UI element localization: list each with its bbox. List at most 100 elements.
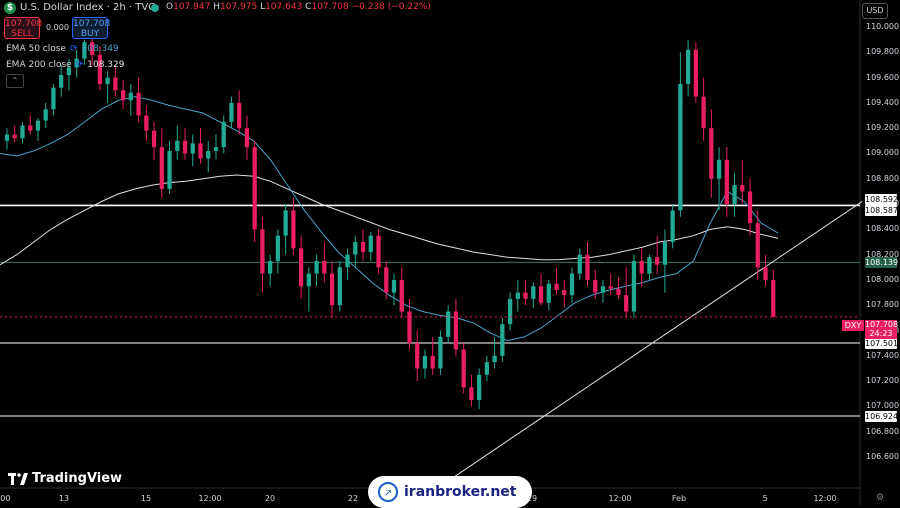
candle-body [51, 87, 56, 110]
candle-body [213, 147, 219, 151]
sell-label: SELL [11, 29, 33, 39]
close-value: 107.708 [311, 2, 349, 12]
candle-body [538, 286, 544, 303]
time-tick-label: 15 [140, 494, 152, 503]
candle-body [229, 102, 234, 122]
ema50-line [0, 96, 779, 342]
candle-body [492, 355, 497, 363]
candle-body [484, 362, 490, 375]
candle-body [546, 283, 551, 303]
level-price-label: 108.592 [865, 194, 899, 206]
candle-body [507, 298, 513, 325]
candle-body [35, 120, 41, 131]
time-tick-label: 12:00 [813, 494, 837, 503]
candle-body [4, 134, 10, 141]
price-tick-label: 107.800 [866, 300, 900, 310]
change-value: −0.238 (−0.22%) [351, 2, 431, 12]
level-price-label: 108.587 [865, 204, 899, 216]
candle-body [771, 279, 776, 317]
candle-body [144, 115, 149, 131]
candle-body [670, 210, 675, 242]
candle-body [306, 273, 311, 287]
indicator-name: EMA 200 close [6, 60, 72, 70]
time-tick-label: 13 [58, 494, 70, 503]
candle-body [237, 102, 242, 129]
open-value: 107.947 [173, 2, 211, 12]
candle-body [662, 242, 668, 265]
time-tick-label: 12:00 [198, 494, 222, 503]
candle-body [701, 96, 706, 129]
indicator-ema200[interactable]: EMA 200 close ⟳ 108.329 [6, 60, 124, 70]
candle-body [175, 140, 180, 151]
candle-body [159, 147, 164, 189]
candle-body [268, 260, 273, 274]
time-tick-label: 5 [762, 494, 768, 503]
candle-body [391, 279, 397, 293]
price-tick-label: 107.000 [866, 401, 900, 411]
price-tick-label: 110.000 [866, 22, 900, 31]
candle-body [631, 260, 637, 312]
growth-chart-icon: ↗ [378, 482, 398, 502]
high-label: H [213, 2, 220, 12]
time-tick-label: 20 [264, 494, 276, 503]
price-tick-label: 108.400 [866, 224, 900, 234]
buy-button[interactable]: 107.708 BUY [72, 17, 111, 39]
candle-body [639, 260, 644, 274]
candle-body [322, 260, 327, 274]
candle-body [624, 295, 629, 312]
sell-button[interactable]: 107.708 SELL [4, 17, 42, 39]
price-tick-label: 106.800 [866, 426, 900, 436]
time-tick-label: :00 [0, 494, 11, 503]
price-tick-label: 109.000 [866, 148, 900, 158]
price-tick-label: 107.200 [866, 376, 900, 386]
candle-body [368, 235, 373, 253]
candle-body [376, 235, 381, 268]
candle-body [136, 92, 141, 116]
candle-body [415, 343, 420, 369]
market-open-indicator [151, 4, 159, 12]
collapse-indicators-icon[interactable]: ⌃ [6, 74, 24, 88]
candle-body [97, 54, 103, 84]
candle-body [120, 90, 126, 101]
candle-body [345, 254, 350, 268]
candle-body [763, 267, 768, 280]
ticker-tag: DXY [842, 320, 864, 331]
candle-body [275, 235, 281, 261]
candle-body [593, 279, 598, 293]
candle-body [105, 77, 110, 84]
candle-body [244, 128, 250, 148]
candle-body [337, 267, 342, 306]
candle-body [360, 242, 366, 253]
indicator-ema50[interactable]: EMA 50 close ⟳ 108.349 [6, 44, 119, 54]
close-label: C [305, 2, 312, 12]
currency-button[interactable]: USD [862, 3, 888, 19]
candle-body [384, 267, 389, 293]
time-tick-label: 29 [526, 494, 538, 503]
candle-body [732, 185, 737, 205]
candle-body [399, 279, 404, 312]
loading-icon: ⟳ [69, 44, 78, 54]
indicator-value: 108.349 [81, 44, 119, 54]
candle-body [453, 311, 459, 350]
candle-body [740, 185, 745, 192]
symbol-title[interactable]: U.S. Dollar Index · 2h · TVC [20, 2, 156, 13]
settings-icon[interactable]: ⚙ [876, 493, 885, 503]
candle-body [298, 248, 304, 287]
buy-price: 107.708 [73, 19, 111, 29]
candle-body [151, 130, 157, 148]
price-tick-label: 109.200 [866, 123, 900, 133]
candle-body [198, 143, 203, 159]
candle-body [190, 143, 195, 154]
candle-body [693, 49, 698, 97]
candle-body [407, 311, 412, 344]
indicator-value: 108.329 [87, 60, 125, 70]
iranbroker-watermark: ↗ iranbroker.net [368, 476, 532, 508]
candle-body [523, 292, 528, 299]
candle-body [500, 324, 505, 356]
price-tick-label: 108.200 [866, 249, 900, 259]
price-tick-label: 108.000 [866, 274, 900, 284]
candle-body [477, 374, 482, 401]
low-label: L [260, 2, 266, 12]
